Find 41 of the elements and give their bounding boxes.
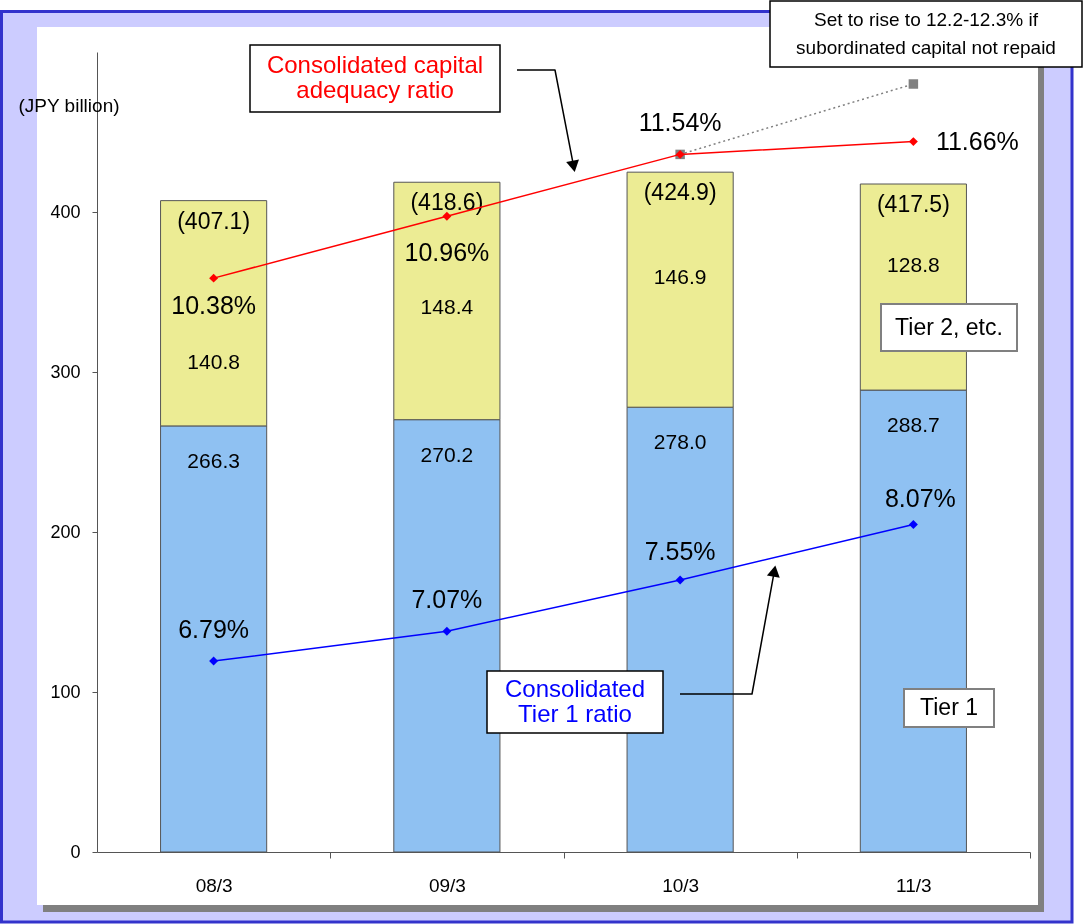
data-label: 278.0 bbox=[653, 430, 707, 454]
data-label: 148.4 bbox=[420, 295, 474, 319]
data-label: 10.38% bbox=[171, 291, 257, 320]
text: Consolidated capital adequacy ratio bbox=[266, 51, 484, 103]
data-label: 10.96% bbox=[404, 238, 490, 267]
point bbox=[908, 520, 918, 530]
point bbox=[908, 137, 918, 147]
x-tick-label: 09/3 bbox=[428, 874, 466, 896]
x-tick-label: 11/3 bbox=[896, 874, 932, 896]
data-label: 140.8 bbox=[187, 349, 240, 373]
y-tick-label: 0 bbox=[70, 841, 81, 862]
text: Consolidated Tier 1 ratio bbox=[504, 674, 646, 727]
point bbox=[209, 273, 219, 283]
data-label: 11.54% bbox=[638, 108, 722, 137]
point bbox=[209, 656, 219, 666]
x-tick-label: 10/3 bbox=[662, 874, 700, 896]
point bbox=[442, 626, 452, 636]
data-label: 146.9 bbox=[653, 264, 707, 288]
data-label: 266.3 bbox=[187, 448, 240, 472]
data-label: 7.07% bbox=[411, 585, 483, 614]
y-tick-label: 400 bbox=[50, 201, 81, 222]
x-tick-label: 08/3 bbox=[195, 874, 233, 896]
annotation: Set to rise to 12.2-12.3% if subordinated capital not repaid bbox=[796, 9, 1056, 58]
point bbox=[908, 79, 919, 89]
total-label: (424.9) bbox=[643, 179, 717, 206]
total-label: (418.6) bbox=[410, 189, 484, 216]
series-label: Tier 2, etc. bbox=[895, 313, 1003, 340]
y-tick-label: 300 bbox=[50, 361, 81, 382]
total-label: (407.1) bbox=[177, 207, 251, 234]
data-label: 7.55% bbox=[644, 537, 716, 565]
data-label: 11.66% bbox=[935, 126, 1019, 155]
data-label: 128.8 bbox=[887, 253, 940, 277]
data-label: 6.79% bbox=[178, 615, 250, 644]
data-label: 8.07% bbox=[884, 483, 956, 512]
data-label: 288.7 bbox=[887, 413, 940, 437]
total-label: (417.5) bbox=[876, 191, 950, 217]
data-label: 270.2 bbox=[420, 442, 474, 466]
series-label: Tier 1 bbox=[920, 694, 978, 720]
y-tick-label: 200 bbox=[50, 521, 81, 542]
y-tick-label: 100 bbox=[50, 681, 81, 702]
point bbox=[675, 575, 685, 585]
